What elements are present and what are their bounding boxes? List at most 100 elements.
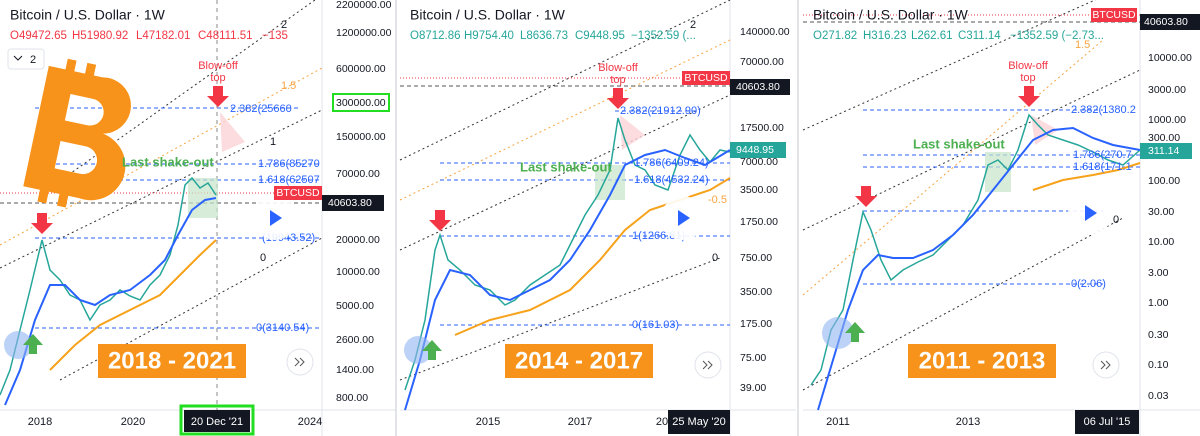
ohlc-open: O271.82	[813, 30, 857, 42]
price-label: 0.03	[1148, 390, 1169, 402]
ohlc-low: L47182.01	[136, 30, 190, 42]
symbol-tag-label: BTCUSD	[1092, 9, 1136, 21]
chart-title: Bitcoin / U.S. Dollar · 1W	[813, 7, 969, 23]
price-label: 1750.00	[740, 216, 778, 228]
price-label: 1000.00	[1148, 114, 1186, 126]
price-label: 10000.00	[336, 266, 380, 278]
price-label: 10.00	[1148, 236, 1174, 248]
ohlc-high: H316.23	[863, 30, 906, 42]
arrow-up	[845, 322, 865, 342]
price-label: 1400.00	[336, 364, 374, 376]
arrow-up	[23, 334, 43, 354]
price-label: 10000.00	[1148, 52, 1192, 64]
ohlc-close: C9448.95	[575, 30, 625, 42]
price-label: 100.00	[1148, 175, 1180, 187]
time-label: 2020	[121, 416, 145, 428]
price-label: 75.00	[740, 352, 766, 364]
symbol-tag	[1091, 8, 1137, 22]
cursor-tag	[668, 410, 730, 434]
channel-label: 1.5	[1075, 39, 1090, 51]
time-label: 2018	[28, 416, 52, 428]
channel-label: 0	[712, 252, 718, 264]
highlight-circle	[822, 317, 854, 349]
price-label: 350.00	[740, 286, 772, 298]
price-label: 1.00	[1148, 297, 1169, 309]
fib-label: 0(3140.54)	[256, 322, 309, 334]
symbol-tag	[274, 186, 322, 200]
fib-label: 1.786(85270	[258, 158, 320, 170]
time-label: 20	[656, 416, 668, 428]
annotation: Last shake-out	[520, 159, 612, 174]
fib-label: 1.618(171.1	[1073, 161, 1132, 173]
annotation: Blow-off	[1008, 60, 1048, 72]
cursor-tag	[184, 410, 250, 432]
price-label: 5000.00	[336, 300, 374, 312]
cursor-tag	[1075, 410, 1139, 434]
fib-label: 2.382(25660	[230, 103, 292, 115]
indicator-toggle[interactable]	[7, 48, 45, 70]
moving-average	[404, 148, 731, 411]
price-label: 39.00	[740, 382, 766, 394]
chart-panel[interactable]: Bitcoin / U.S. Dollar · 1W O271.82 H316.…	[802, 0, 1200, 436]
price-label: 20000.00	[336, 234, 380, 246]
price-label: 2600.00	[336, 334, 374, 346]
fib-label: 1.786(270.7	[1073, 149, 1132, 161]
time-label: 2017	[568, 416, 592, 428]
moving-average	[454, 177, 731, 336]
price-label: 175.00	[740, 318, 772, 330]
price-label: 750.00	[740, 252, 772, 264]
ohlc-change: −1352.59 (−2.73...	[1010, 30, 1104, 42]
highlight-circle	[404, 336, 432, 364]
chart-panel[interactable]: Bitcoin / U.S. Dollar · 1W O8712.86 H975…	[399, 0, 799, 436]
price-label: 3000.00	[1148, 84, 1186, 96]
scroll-button[interactable]	[1092, 351, 1120, 379]
chart-panel[interactable]: Bitcoin / U.S. Dollar · 1W O49472.65 H51…	[0, 0, 397, 436]
channel-label: -0.5	[708, 194, 727, 206]
cursor-date: 25 May '20	[672, 416, 725, 428]
ohlc-change: −135	[262, 30, 288, 42]
moving-average	[49, 239, 217, 371]
ohlc-close: C48111.51	[198, 30, 253, 42]
chart-title: Bitcoin / U.S. Dollar · 1W	[410, 7, 566, 23]
play-icon	[270, 210, 282, 226]
price-label: 7000.00	[740, 156, 778, 168]
arrow-down	[31, 213, 53, 234]
price-tag-label: 40603.80	[328, 197, 372, 209]
price-label: 2200000.00	[336, 0, 392, 11]
price-label: 17500.00	[740, 122, 784, 134]
ohlc-low: L262.61	[911, 30, 953, 42]
time-label: 2024	[298, 416, 322, 428]
last-price-tag	[730, 142, 786, 158]
fib-label: 2.382(1380.2	[1071, 104, 1136, 116]
highlight-box	[179, 404, 255, 436]
annotation: Last shake-out	[913, 136, 1005, 151]
channel-line	[399, 39, 731, 201]
price-label: 3500.00	[740, 184, 778, 196]
arrow-down	[607, 88, 629, 109]
highlight-circle	[4, 331, 32, 359]
channel-line	[399, 94, 731, 251]
price-series	[810, 113, 1141, 386]
channel-line	[802, 0, 1097, 131]
arrow-down	[1018, 86, 1040, 107]
fib-label: 2.382(21912.90)	[620, 105, 701, 117]
annotation: top	[210, 72, 225, 84]
period-label: 2011 - 2013	[919, 347, 1046, 374]
period-badge	[505, 344, 653, 378]
annotation: Blow-off	[198, 60, 238, 72]
scroll-button[interactable]	[694, 351, 722, 379]
cursor-date: 20 Dec '21	[191, 416, 243, 428]
fib-label: 0(2.06)	[1071, 278, 1106, 290]
fib-label: 1.618(4532.24)	[634, 174, 709, 186]
channel-label: 1	[270, 136, 276, 148]
scroll-icon	[702, 360, 713, 370]
time-label: 2011	[826, 416, 850, 428]
play-icon	[1085, 205, 1097, 221]
time-label: 2013	[956, 416, 980, 428]
scroll-button[interactable]	[286, 348, 314, 376]
indicator-count: 2	[30, 54, 36, 66]
chevron	[13, 55, 23, 61]
annotation: top	[1020, 72, 1035, 84]
price-tag	[322, 195, 384, 211]
price-label: 140000.00	[740, 26, 790, 38]
